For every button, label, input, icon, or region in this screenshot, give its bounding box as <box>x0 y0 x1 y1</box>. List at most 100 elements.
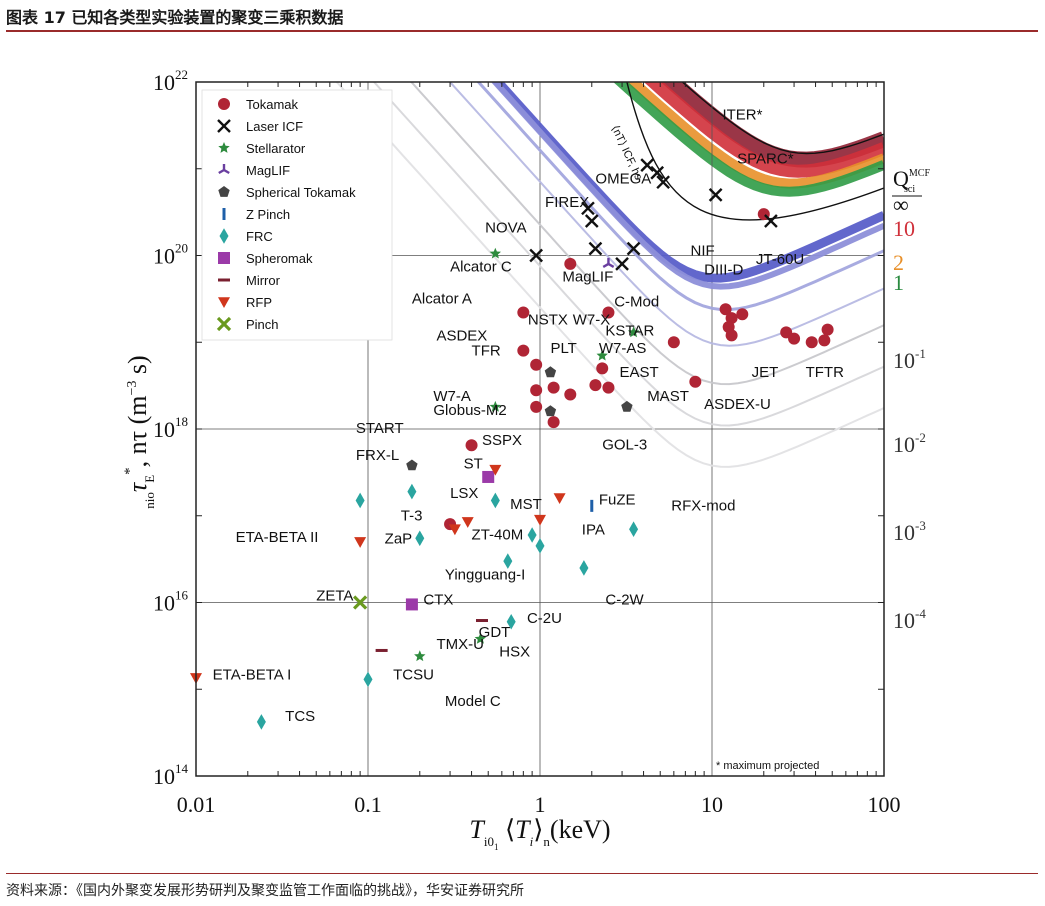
point-spheromak <box>482 470 495 483</box>
y-tick-label: 1014 <box>153 761 189 789</box>
axis-ticks: 0.01 0.1 1 10 100 1014 1016 1018 1020 1022 <box>153 67 901 817</box>
legend-label: Mirror <box>246 273 281 288</box>
point-laser-icf <box>656 175 671 190</box>
marker-stroke <box>218 168 225 175</box>
point-label: T-3 <box>401 508 423 525</box>
point-rfp <box>489 464 502 476</box>
point-tokamak <box>530 358 543 371</box>
q-scale-label: 10-2 <box>893 430 926 457</box>
point-label: MST <box>510 496 542 513</box>
point-label: MAST <box>647 388 689 405</box>
point-laser-icf <box>615 257 629 271</box>
point-spherical-tokamak <box>544 405 557 417</box>
marker-stroke <box>640 158 655 173</box>
point-tokamak <box>596 362 609 375</box>
point-spherical-tokamak <box>406 459 418 471</box>
q-curve-group <box>613 82 884 197</box>
marker-stroke <box>708 188 723 202</box>
marker-stroke <box>650 165 665 180</box>
point-label: ZETA <box>316 588 353 605</box>
q-scale-labels: QMCF sci∞10 21 10-1 10-2 10-3 10-4 <box>892 166 930 633</box>
q-scale-header: QMCF sci <box>893 166 930 195</box>
point-tokamak <box>547 416 560 429</box>
point-frc <box>407 483 417 500</box>
q-band-0 <box>660 82 884 168</box>
point-frc <box>355 492 365 509</box>
point-label: Yingguang-I <box>445 566 525 583</box>
point-tokamak <box>689 375 702 388</box>
legend-marker <box>218 297 230 308</box>
legend-marker <box>218 142 230 153</box>
point-label: Model C <box>445 693 501 710</box>
marker-stroke <box>529 248 544 263</box>
point-frc <box>363 671 373 688</box>
point-rfp <box>534 514 546 526</box>
point-mirror <box>375 648 388 652</box>
data-points <box>190 158 834 730</box>
point-frc <box>415 530 425 547</box>
point-label: TMX-U <box>436 636 484 653</box>
q-reference-curve-3 <box>448 82 884 347</box>
point-laser-icf <box>640 158 655 173</box>
point-label: Alcator A <box>412 290 472 307</box>
projection-note: * maximum projected <box>716 760 819 772</box>
point-label: ITER* <box>722 106 762 123</box>
x-tick-label: 10 <box>701 792 723 817</box>
q-band-1 <box>643 82 884 178</box>
point-label: LSX <box>450 485 478 502</box>
point-stellarator <box>596 349 608 361</box>
point-laser-icf <box>626 241 641 256</box>
point-stellarator <box>414 650 426 662</box>
point-tokamak <box>517 344 530 357</box>
q-reference-curve-2 <box>476 82 884 312</box>
q-scale-label: 10-1 <box>893 346 926 373</box>
legend-box <box>201 89 393 341</box>
point-label: FuZE <box>599 491 636 508</box>
point-label: NSTX <box>528 312 568 329</box>
point-label: CTX <box>423 591 453 608</box>
legend-label: FRC <box>246 229 273 244</box>
point-tokamak <box>788 332 801 345</box>
point-tokamak <box>602 306 615 319</box>
figure-title: 图表 17 已知各类型实验装置的聚变三乘积数据 <box>6 8 344 27</box>
legend-label: Spherical Tokamak <box>246 185 356 200</box>
point-tokamak <box>530 384 543 397</box>
point-label: JET <box>752 364 779 381</box>
q-infinity-curve <box>681 82 884 155</box>
point-label: MagLIF <box>562 269 613 286</box>
point-label: RFX-mod <box>671 497 735 514</box>
point-label: TCS <box>285 708 315 725</box>
point-label: ETA-BETA II <box>236 529 319 546</box>
q-scale-label: 10-3 <box>893 518 926 545</box>
point-frc <box>629 521 639 537</box>
icf-curve <box>626 82 884 221</box>
q-reference-curve-6 <box>335 82 884 468</box>
legend-marker <box>218 252 230 264</box>
legend-marker <box>222 208 226 220</box>
point-frc <box>256 714 266 730</box>
point-stellarator <box>627 326 640 338</box>
q-scale-label: 2 <box>893 250 904 275</box>
point-label: HSX <box>499 643 530 660</box>
point-tokamak <box>725 329 738 342</box>
q-band-2 <box>625 82 884 189</box>
source-note: 资料来源：《国内外聚变发展形势研判及聚变监管工作面临的挑战》，华安证券研究所 <box>6 883 524 899</box>
y-tick-label: 1016 <box>153 588 189 616</box>
legend-label: Spheromak <box>246 251 313 266</box>
point-tokamak <box>465 439 478 452</box>
point-label: Globus-M2 <box>433 402 506 419</box>
legend-label: Tokamak <box>246 97 299 112</box>
point-laser-icf <box>650 165 665 180</box>
point-label: OMEGA <box>595 170 651 187</box>
point-tokamak <box>667 336 680 349</box>
point-tokamak <box>564 257 577 270</box>
point-label: EAST <box>620 364 659 381</box>
point-label: Alcator C <box>450 259 512 276</box>
legend-marker <box>218 186 230 197</box>
point-frc <box>535 538 545 554</box>
legend-marker <box>218 164 230 175</box>
point-label: ASDEX <box>436 327 487 344</box>
marker-stroke <box>607 262 615 268</box>
point-label: NOVA <box>485 219 526 236</box>
point-label: START <box>356 420 404 437</box>
